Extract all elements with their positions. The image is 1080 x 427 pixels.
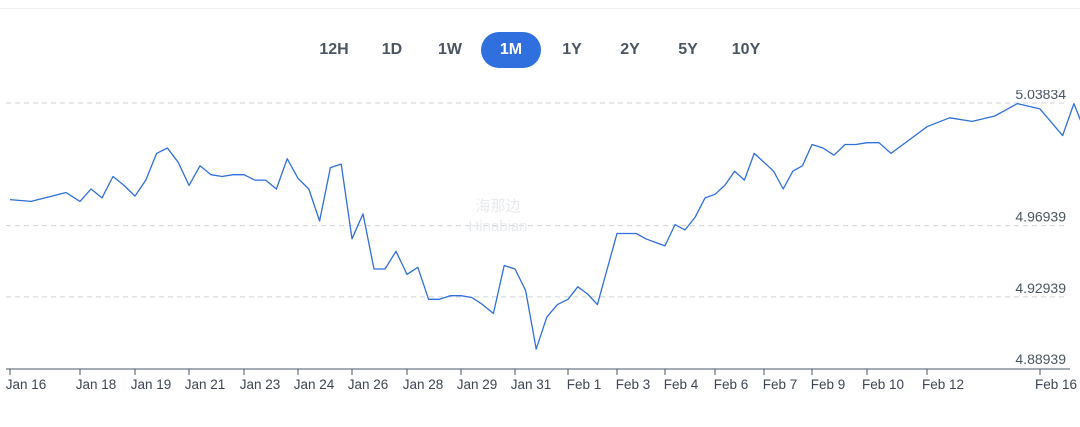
y-tick-label: 4.88939 <box>1015 351 1066 367</box>
y-tick-label: 5.03834 <box>1015 90 1066 102</box>
x-tick-label: Feb 12 <box>922 377 964 392</box>
range-tab-10y[interactable]: 10Y <box>731 41 761 58</box>
x-tick-label: Feb 7 <box>763 377 798 392</box>
x-tick-label: Jan 29 <box>457 377 498 392</box>
grid-lines <box>6 102 1064 298</box>
x-tick-label: Jan 23 <box>240 377 281 392</box>
exchange-rate-chart: 海那边 Hinabian 4.88939 4.92939 4.96939 5.0383… <box>6 90 1080 392</box>
x-tick-label: Jan 21 <box>185 377 226 392</box>
x-tick-label: Jan 28 <box>403 377 444 392</box>
x-tick-label: Feb 16 <box>1035 377 1077 392</box>
x-tick-label: Jan 16 <box>6 377 47 392</box>
y-tick-label: 4.96939 <box>1015 209 1066 225</box>
x-tick-label: Jan 31 <box>511 377 552 392</box>
range-tab-1y[interactable]: 1Y <box>562 41 582 58</box>
x-tick-label: Feb 10 <box>862 377 904 392</box>
x-tick-label: Jan 18 <box>76 377 117 392</box>
watermark: 海那边 Hinabian <box>468 198 527 235</box>
range-tab-12h[interactable]: 12H <box>319 41 349 58</box>
x-tick-label: Feb 6 <box>714 377 749 392</box>
range-tab-2y[interactable]: 2Y <box>620 41 640 58</box>
watermark-en: Hinabian <box>468 218 527 235</box>
x-tick-label: Jan 26 <box>348 377 389 392</box>
range-tab-1d[interactable]: 1D <box>381 41 403 58</box>
range-tab-1m[interactable]: 1M <box>481 32 541 68</box>
y-axis: 4.88939 4.92939 4.96939 5.03834 <box>1015 90 1066 367</box>
x-tick-label: Feb 9 <box>811 377 846 392</box>
x-tick-label: Jan 19 <box>131 377 172 392</box>
x-tick-label: Feb 4 <box>664 377 699 392</box>
time-range-tabs: 12H 1D 1W 1M 1Y 2Y 5Y 10Y <box>0 32 1080 68</box>
y-tick-label: 4.92939 <box>1015 280 1066 296</box>
top-divider <box>0 8 1080 9</box>
price-line <box>9 102 1080 350</box>
x-tick-label: Feb 3 <box>616 377 651 392</box>
watermark-cn: 海那边 <box>475 198 520 215</box>
x-tick-label: Feb 1 <box>567 377 602 392</box>
x-axis: Jan 16 Jan 18 Jan 19 Jan 21 Jan 23 Jan 24 Jan … <box>6 368 1077 392</box>
x-tick-label: Jan 24 <box>294 377 335 392</box>
range-tab-5y[interactable]: 5Y <box>678 41 698 58</box>
range-tab-1w[interactable]: 1W <box>438 41 462 58</box>
price-series <box>9 102 1080 350</box>
